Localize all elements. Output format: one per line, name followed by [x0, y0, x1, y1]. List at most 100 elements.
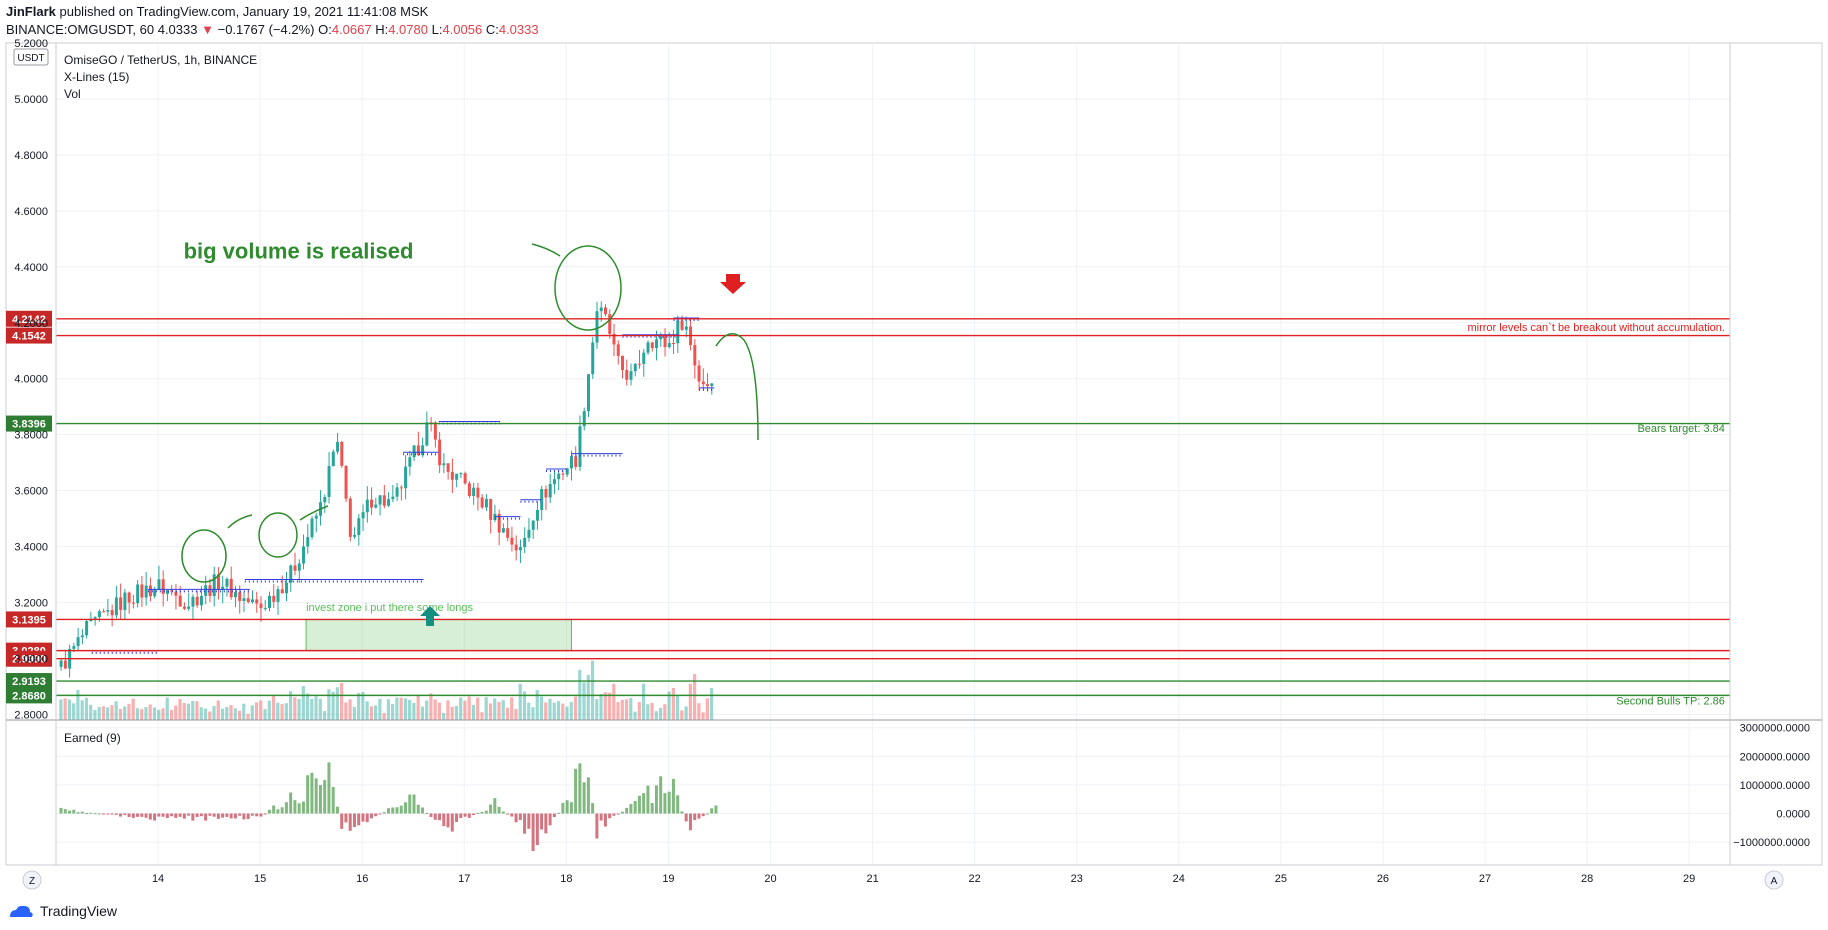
volume-bar [267, 700, 271, 720]
lower-pane-title[interactable]: Earned (9) [64, 731, 121, 745]
candle-body [199, 595, 203, 606]
candle-body [97, 611, 101, 618]
candle-body [250, 599, 254, 603]
earned-bar [80, 811, 84, 814]
volume-bar [314, 696, 318, 720]
volume-bar [565, 706, 569, 720]
earned-bar [63, 809, 67, 814]
volume-bar [165, 697, 169, 720]
earned-bar [153, 813, 157, 821]
earned-bar [327, 762, 331, 814]
candle-body [416, 445, 420, 456]
candle-body [289, 565, 293, 583]
down-arrow-icon [720, 274, 746, 294]
curve-drawing [299, 505, 329, 521]
candle-body [650, 342, 654, 349]
volume-bar [169, 710, 174, 720]
earned-bar [535, 813, 539, 846]
indicator-vol[interactable]: Vol [64, 87, 81, 101]
candle-body [170, 590, 174, 592]
earned-bar [450, 813, 454, 832]
footer: TradingView [8, 903, 117, 919]
earned-bar [131, 813, 135, 818]
volume-bar [408, 699, 412, 720]
earned-bar [676, 795, 680, 814]
candle-body [472, 487, 476, 497]
earned-bar [680, 811, 684, 814]
earned-bar [433, 813, 437, 820]
candle-body [365, 499, 369, 513]
volume-bar [442, 713, 446, 720]
candle-body [412, 445, 416, 458]
volume-bar [225, 706, 229, 720]
earned-bar [344, 813, 348, 823]
candle-body [514, 544, 518, 551]
auto-scale-button[interactable]: A [1764, 870, 1784, 890]
volume-bar [118, 708, 123, 720]
volume-bar [301, 686, 305, 720]
invest-zone-rect[interactable] [305, 619, 572, 652]
candle-body [586, 374, 590, 412]
price-chart[interactable]: 4.21424.15423.83963.13953.02802.99902.91… [0, 0, 1828, 900]
volume-bar [544, 702, 548, 720]
candle-body [646, 342, 650, 353]
circle-drawing [258, 512, 298, 558]
hand-drawings [181, 243, 759, 626]
volume-bar [450, 706, 454, 720]
currency-box[interactable]: USDT [13, 48, 49, 66]
volume-bar [357, 693, 361, 720]
earned-bar [578, 763, 582, 814]
candle-body [310, 518, 314, 538]
level-price-label: 2.8680 [12, 690, 46, 702]
earned-bar [557, 812, 561, 814]
candle-body [76, 637, 80, 647]
annotation-text: big volume is realised [184, 238, 414, 263]
earned-bar [161, 813, 165, 817]
volume-bar [310, 698, 314, 720]
volume-bar [233, 708, 237, 720]
volume-bar [595, 699, 599, 720]
volume-bar [701, 712, 705, 720]
earned-bar [259, 813, 263, 817]
x-tick-label: 21 [866, 873, 878, 885]
volume-bar [637, 702, 641, 720]
candle-body [302, 546, 306, 564]
earned-bar [187, 813, 191, 816]
earned-bar [438, 813, 442, 821]
earned-bar [608, 813, 612, 819]
earned-bar [250, 813, 254, 816]
level-price-label: 4.1542 [12, 331, 46, 343]
last-price: 4.0333 [157, 22, 198, 37]
volume-bar [135, 708, 140, 720]
candle-body [684, 326, 688, 330]
author-name[interactable]: JinFlark [6, 4, 56, 19]
volume-bars [59, 660, 714, 720]
candle-body [697, 365, 701, 382]
candle-body [484, 498, 488, 508]
earned-bar [421, 807, 425, 814]
volume-bar [693, 674, 697, 720]
candle-body [642, 352, 646, 364]
earned-bar [552, 813, 556, 818]
volume-bar [569, 701, 573, 720]
candle-body [693, 344, 697, 366]
volume-bar [391, 703, 395, 720]
earned-bar [365, 813, 369, 823]
level-price-tag [6, 673, 52, 690]
x-tick-label: 29 [1683, 873, 1695, 885]
earned-bar [395, 807, 399, 814]
volume-bar [616, 702, 620, 720]
candle-body [238, 592, 242, 601]
curve-drawing [227, 514, 253, 529]
earned-bar [688, 813, 692, 831]
volume-bar [518, 683, 522, 720]
level-price-tag [6, 687, 52, 704]
brand-name[interactable]: TradingView [40, 903, 118, 919]
volume-bar [280, 704, 284, 720]
volume-bar [663, 704, 667, 720]
earned-bar [654, 785, 658, 814]
earned-bar [233, 813, 237, 819]
earned-bar [136, 813, 140, 817]
zoom-left-button[interactable]: Z [22, 870, 42, 890]
indicator-xlines[interactable]: X-Lines (15) [64, 70, 129, 84]
